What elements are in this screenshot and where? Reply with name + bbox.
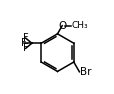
Text: CH₃: CH₃	[71, 21, 87, 30]
Text: F: F	[23, 33, 28, 43]
Text: O: O	[58, 21, 66, 31]
Text: F: F	[21, 38, 26, 48]
Text: F: F	[23, 43, 28, 53]
Text: Br: Br	[79, 67, 91, 77]
